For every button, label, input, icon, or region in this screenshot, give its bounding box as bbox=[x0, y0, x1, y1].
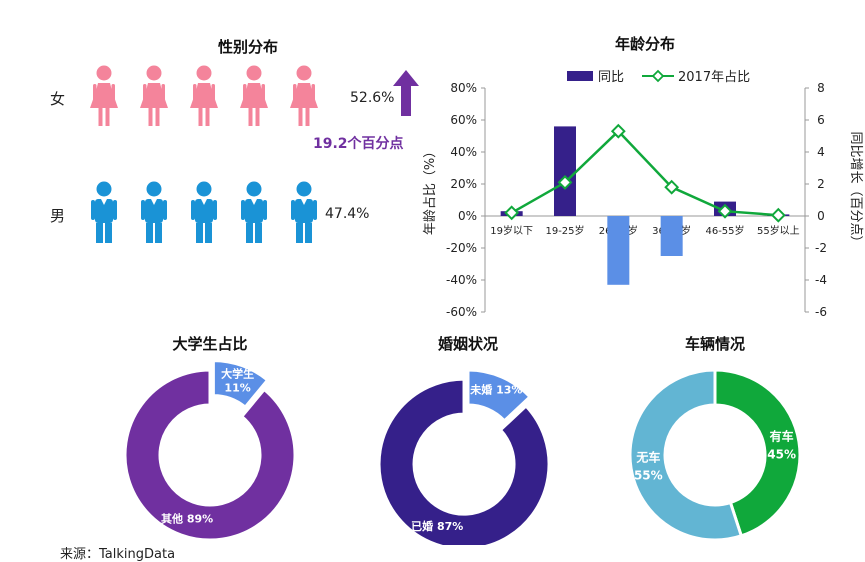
share-point bbox=[557, 174, 573, 190]
share-line bbox=[511, 129, 779, 217]
left-axis-title: 年龄占比（%） bbox=[423, 145, 438, 235]
donut-slice-label: 大学生 11% bbox=[221, 366, 254, 394]
male-label: 男 bbox=[50, 207, 66, 225]
donut-slice bbox=[211, 359, 270, 410]
donut-slice-label: 无车 55% bbox=[634, 450, 663, 483]
gender-delta-text: 19.2个百分点 bbox=[313, 136, 404, 152]
left-tick-label: 20% bbox=[450, 177, 477, 191]
donut-title: 车辆情况 bbox=[685, 335, 745, 353]
right-tick-label: -2 bbox=[815, 241, 827, 255]
male-icon-row bbox=[91, 181, 317, 243]
donut-slice-label: 已婚 87% bbox=[411, 519, 463, 533]
share-point bbox=[664, 179, 680, 195]
category-label: 19岁以下 bbox=[490, 224, 533, 237]
male-person-icon bbox=[291, 181, 317, 243]
male-person-icon bbox=[241, 181, 267, 243]
donut-title: 婚姻状况 bbox=[438, 335, 498, 353]
age-bar bbox=[607, 216, 630, 285]
female-person-icon bbox=[290, 65, 318, 126]
category-label: 55岁以上 bbox=[757, 224, 800, 237]
donut-title: 大学生占比 bbox=[172, 335, 247, 353]
age-chart-title: 年龄分布 bbox=[615, 35, 675, 53]
male-person-icon bbox=[191, 181, 217, 243]
source-note: 来源：TalkingData bbox=[60, 547, 176, 562]
male-percentage: 47.4% bbox=[325, 206, 370, 222]
donut-slice-label: 有车 45% bbox=[767, 428, 796, 461]
share-point bbox=[610, 123, 626, 139]
donut-slice bbox=[377, 377, 551, 545]
donut-slice bbox=[713, 368, 802, 538]
left-tick-label: 40% bbox=[450, 145, 477, 159]
female-person-icon bbox=[190, 65, 218, 126]
right-tick-label: 2 bbox=[817, 177, 825, 191]
legend-label-bar: 同比 bbox=[598, 70, 624, 85]
female-person-icon bbox=[90, 65, 118, 126]
female-percentage: 52.6% bbox=[350, 90, 395, 106]
legend-label-line: 2017年占比 bbox=[678, 70, 750, 85]
female-person-icon bbox=[140, 65, 168, 126]
share-point bbox=[504, 205, 520, 221]
left-tick-label: 60% bbox=[450, 113, 477, 127]
left-tick-label: -40% bbox=[446, 273, 477, 287]
category-label: 19-25岁 bbox=[545, 224, 584, 237]
donut-slice bbox=[466, 368, 533, 423]
female-icon-row bbox=[90, 65, 318, 126]
right-tick-label: 0 bbox=[817, 209, 825, 223]
right-tick-label: -6 bbox=[815, 305, 827, 319]
donut-slice bbox=[123, 368, 297, 542]
share-point bbox=[770, 207, 786, 223]
age-bar bbox=[554, 126, 576, 216]
left-tick-label: 80% bbox=[450, 81, 477, 95]
right-axis-title: 同比增长（百分点） bbox=[848, 131, 863, 248]
female-label: 女 bbox=[50, 90, 66, 108]
male-person-icon bbox=[141, 181, 167, 243]
donut-slice-label: 其他 89% bbox=[161, 512, 213, 526]
donut-slice-label: 未婚 13% bbox=[469, 382, 522, 396]
right-tick-label: 6 bbox=[817, 113, 825, 127]
left-tick-label: -60% bbox=[446, 305, 477, 319]
age-bar bbox=[660, 216, 683, 256]
female-person-icon bbox=[240, 65, 268, 126]
right-tick-label: 8 bbox=[817, 81, 825, 95]
right-tick-label: 4 bbox=[817, 145, 825, 159]
left-tick-label: 0% bbox=[458, 209, 477, 223]
right-tick-label: -4 bbox=[815, 273, 827, 287]
donut-slice bbox=[628, 368, 744, 542]
up-arrow-icon bbox=[393, 70, 419, 116]
gender-title: 性别分布 bbox=[218, 38, 279, 56]
male-person-icon bbox=[91, 181, 117, 243]
legend-swatch-bar bbox=[567, 71, 593, 81]
category-label: 46-55岁 bbox=[705, 224, 744, 237]
share-point bbox=[717, 203, 733, 219]
left-tick-label: -20% bbox=[446, 241, 477, 255]
